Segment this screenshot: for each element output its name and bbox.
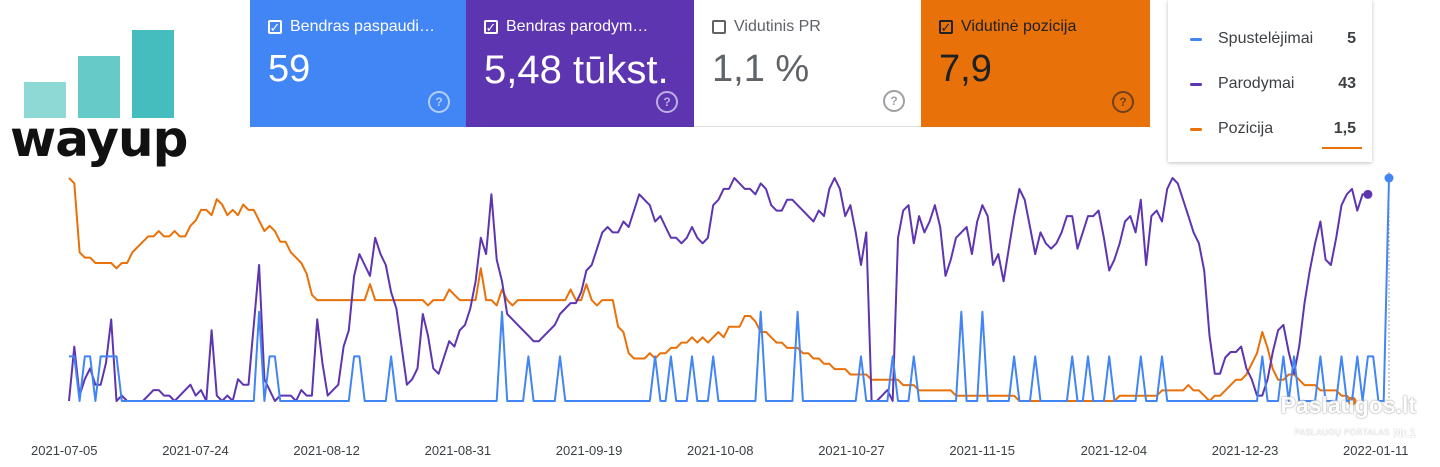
checkbox-checked-icon[interactable]: ✓ xyxy=(939,19,953,35)
card-total-clicks[interactable]: ✓ Bendras paspaudi… 59 ? xyxy=(250,0,466,127)
legend-name: Parodymai xyxy=(1218,75,1295,92)
x-tick-label: 2021-11-15 xyxy=(949,443,1015,458)
wayup-logo: wayup xyxy=(8,22,198,182)
card-value: 59 xyxy=(268,48,311,90)
watermark: Paslaugos.lt PASLAUGŲ PORTALAS Nr.1 xyxy=(1272,392,1418,444)
legend-value: 1,5 xyxy=(1333,120,1356,137)
legend-row-position: Pozicija 1,5 xyxy=(1168,116,1372,161)
legend-line-swatch xyxy=(1190,83,1202,86)
watermark-rank: Nr.1 xyxy=(1393,426,1416,440)
card-average-ctr[interactable]: Vidutinis PR 1,1 % ? xyxy=(694,0,921,127)
checkbox-unchecked-icon[interactable] xyxy=(712,20,726,34)
x-tick-label: 2021-07-24 xyxy=(162,443,229,458)
series-line xyxy=(68,177,1368,402)
series-line xyxy=(69,177,1390,402)
legend-line-swatch xyxy=(1190,38,1202,41)
watermark-title: Paslaugos.lt xyxy=(1280,392,1416,418)
x-tick-label: 2021-08-12 xyxy=(293,443,360,458)
card-label: Bendras paspaudi… xyxy=(290,18,435,35)
logo-bar xyxy=(78,56,120,118)
series-endpoint xyxy=(1384,173,1394,183)
x-tick-label: 2021-08-31 xyxy=(425,443,492,458)
card-total-impressions[interactable]: ✓ Bendras parodym… 5,48 tūkst. ? xyxy=(466,0,694,127)
x-tick-label: 2021-12-23 xyxy=(1212,443,1279,458)
legend-line-swatch xyxy=(1190,128,1202,131)
help-icon[interactable]: ? xyxy=(428,91,450,113)
series-endpoint xyxy=(1363,189,1373,199)
card-label: Bendras parodym… xyxy=(506,18,649,35)
card-value: 1,1 % xyxy=(712,48,810,90)
card-value: 5,48 tūkst. xyxy=(484,48,669,92)
logo-bar xyxy=(132,30,174,118)
tooltip-legend: Spustelėjimai 5 Parodymai 43 Pozicija 1,… xyxy=(1168,0,1372,162)
watermark-subtitle: PASLAUGŲ PORTALAS xyxy=(1294,428,1390,437)
legend-value: 43 xyxy=(1338,75,1356,92)
legend-value: 5 xyxy=(1347,30,1356,47)
x-axis: 2021-07-05 2021-07-24 2021-08-12 2021-08-31… xyxy=(31,443,1409,458)
card-label: Vidutinis PR xyxy=(734,18,821,35)
legend-name: Pozicija xyxy=(1218,120,1274,137)
card-average-position[interactable]: ✓ Vidutinė pozicija 7,9 ? xyxy=(921,0,1150,127)
help-icon[interactable]: ? xyxy=(1112,91,1134,113)
x-tick-label: 2021-12-04 xyxy=(1081,443,1148,458)
card-value: 7,9 xyxy=(939,48,992,90)
legend-name: Spustelėjimai xyxy=(1218,30,1314,47)
x-tick-label: 2022-01-11 xyxy=(1343,443,1409,458)
checkbox-checked-icon[interactable]: ✓ xyxy=(484,19,498,35)
logo-bars xyxy=(24,26,184,118)
series-line xyxy=(68,177,1353,402)
help-icon[interactable]: ? xyxy=(883,90,905,112)
legend-value-underline xyxy=(1322,147,1362,149)
card-label: Vidutinė pozicija xyxy=(961,18,1077,35)
logo-text: wayup xyxy=(10,110,188,168)
checkbox-checked-icon[interactable]: ✓ xyxy=(268,19,282,35)
x-tick-label: 2021-10-08 xyxy=(687,443,754,458)
x-tick-label: 2021-09-19 xyxy=(556,443,623,458)
help-icon[interactable]: ? xyxy=(656,91,678,113)
legend-row-clicks: Spustelėjimai 5 xyxy=(1168,26,1372,71)
x-tick-label: 2021-10-27 xyxy=(818,443,885,458)
series-layer xyxy=(68,173,1394,406)
x-tick-label: 2021-07-05 xyxy=(31,443,98,458)
logo-bar xyxy=(24,82,66,118)
legend-row-impressions: Parodymai 43 xyxy=(1168,71,1372,116)
